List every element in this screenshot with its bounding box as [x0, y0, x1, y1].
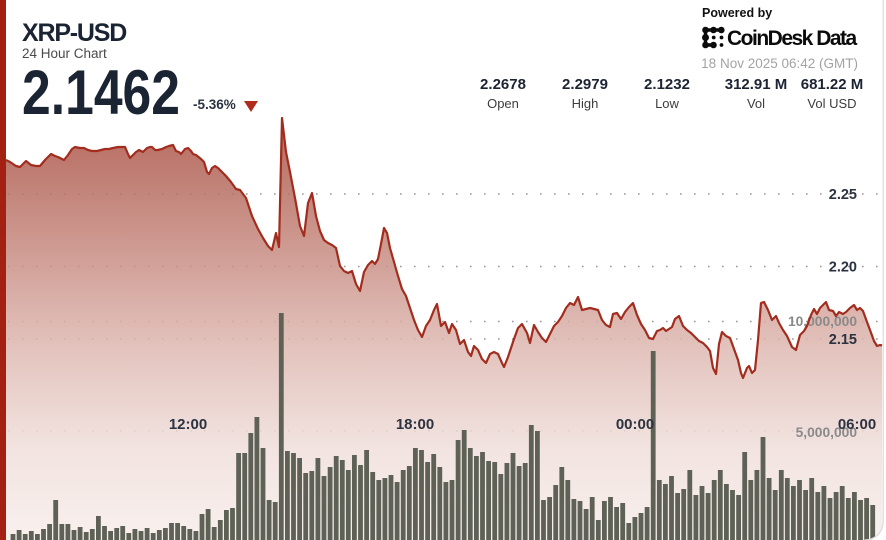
svg-text:10,000,000: 10,000,000 [788, 314, 857, 329]
svg-text:5,000,000: 5,000,000 [796, 425, 858, 440]
svg-text:06:00: 06:00 [838, 416, 876, 433]
svg-text:2.25: 2.25 [829, 187, 857, 203]
svg-text:18:00: 18:00 [396, 416, 434, 433]
svg-text:00:00: 00:00 [616, 416, 654, 433]
svg-text:12:00: 12:00 [169, 416, 207, 433]
svg-text:2.20: 2.20 [829, 260, 857, 276]
svg-text:2.15: 2.15 [829, 332, 857, 348]
